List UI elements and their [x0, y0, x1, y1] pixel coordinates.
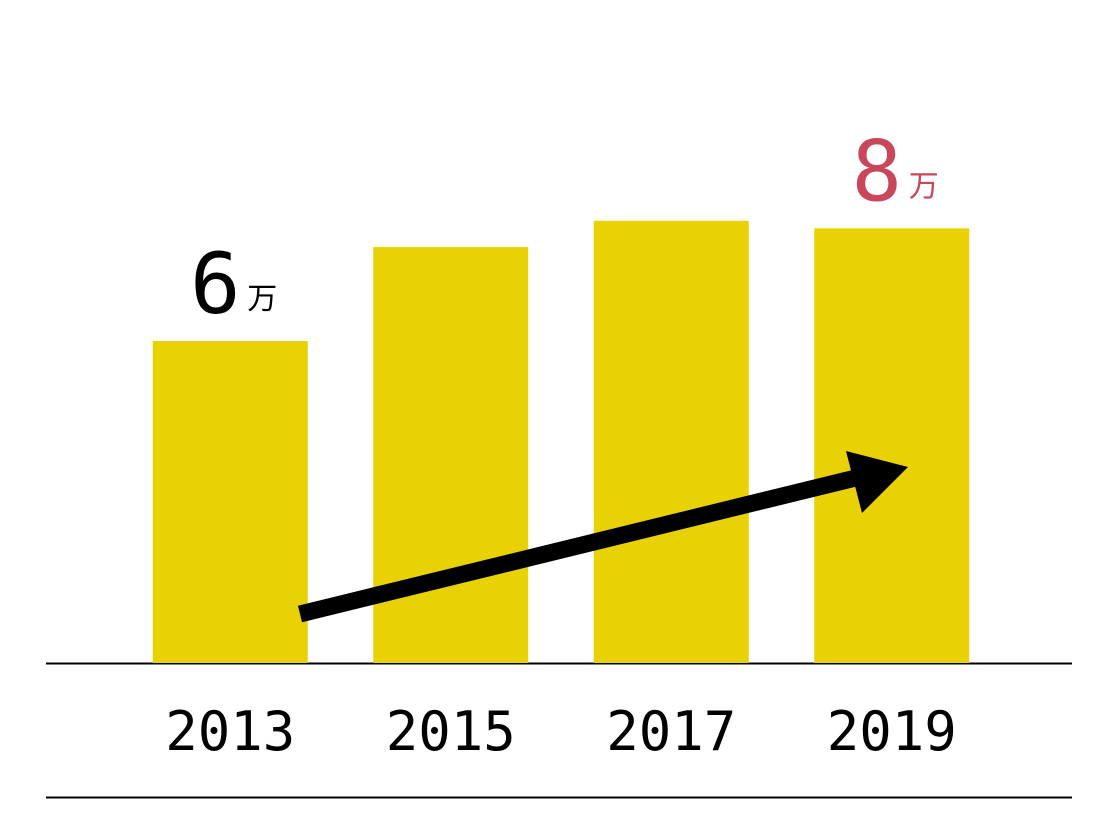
bars: [152, 220, 970, 663]
bar: [373, 247, 529, 663]
x-tick-label: 2017: [606, 700, 736, 763]
arrow-head: [846, 451, 908, 513]
x-tick-label: 2019: [827, 700, 957, 763]
x-tick-label: 2015: [386, 700, 516, 763]
bar: [152, 340, 308, 663]
trend-arrow: [297, 451, 908, 623]
value-label: 8: [851, 122, 902, 220]
value-label: 6: [190, 235, 241, 333]
bar: [593, 220, 749, 663]
x-tick-label: 2013: [165, 700, 295, 763]
bar: [814, 228, 970, 663]
value-unit: 万: [247, 282, 277, 317]
arrow-shaft: [297, 465, 875, 623]
value-unit: 万: [909, 169, 939, 204]
